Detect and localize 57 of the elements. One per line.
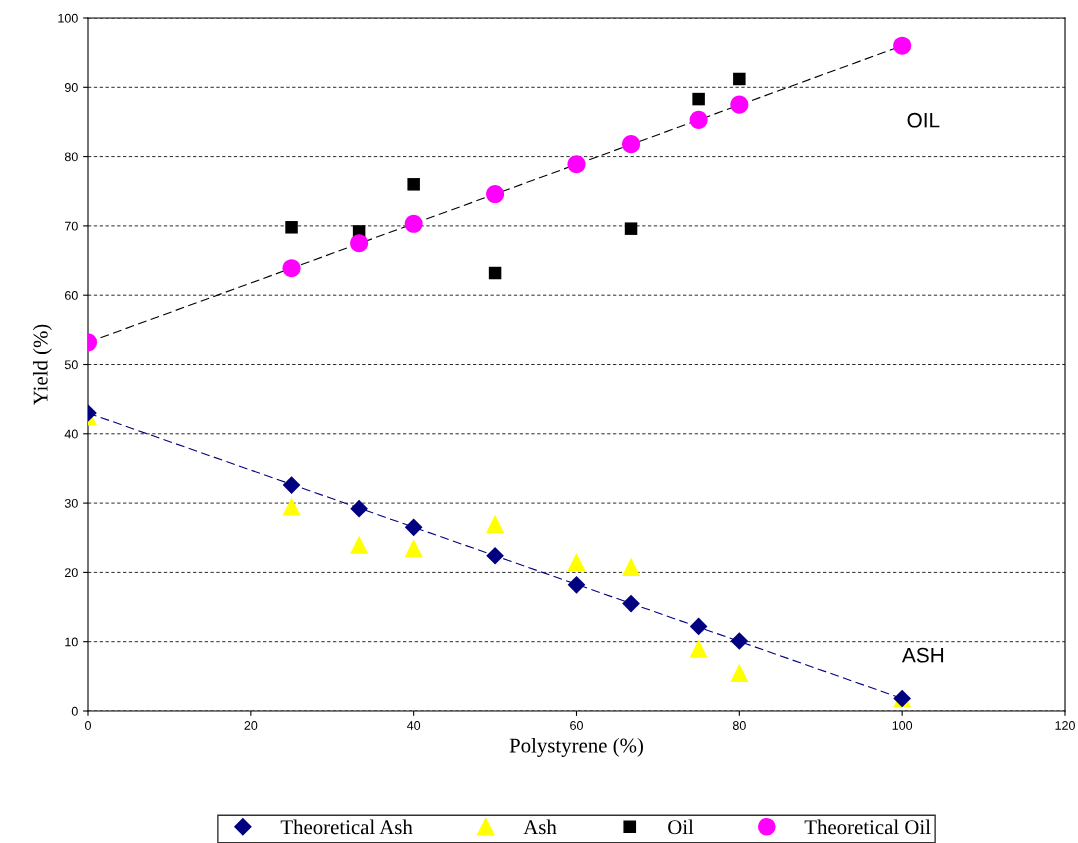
point xyxy=(692,92,705,106)
point xyxy=(733,72,746,86)
point xyxy=(624,222,638,235)
point xyxy=(689,639,708,658)
point xyxy=(567,155,586,174)
point xyxy=(404,214,423,233)
point xyxy=(282,497,301,516)
point xyxy=(567,552,586,572)
point xyxy=(350,234,369,253)
annotation: ASH xyxy=(901,647,944,663)
x-tick-label: 0 xyxy=(85,721,91,730)
point xyxy=(622,594,640,613)
point xyxy=(730,632,749,650)
point xyxy=(622,135,641,154)
point xyxy=(404,539,423,558)
point xyxy=(488,266,502,280)
legend-label: Theoretical Ash xyxy=(280,819,413,835)
point xyxy=(486,184,505,204)
point xyxy=(730,95,749,114)
y-tick-label: 100 xyxy=(58,13,78,23)
point xyxy=(486,514,505,533)
point xyxy=(893,36,912,55)
legend-label: Theoretical Oil xyxy=(804,819,931,835)
x-tick-label: 120 xyxy=(1055,721,1075,730)
x-tick-label: 60 xyxy=(570,721,583,730)
y-tick-label: 80 xyxy=(64,152,78,162)
y-tick-label: 10 xyxy=(65,637,78,647)
y-tick-label: 30 xyxy=(64,498,78,508)
point xyxy=(404,518,423,537)
y-tick-label: 90 xyxy=(64,83,78,92)
legend-label: Oil xyxy=(668,819,694,835)
x-tick-label: 100 xyxy=(892,721,913,730)
annotation: OIL xyxy=(907,112,940,128)
y-tick-label: 60 xyxy=(65,291,78,300)
point xyxy=(622,557,641,576)
x-tick-label: 40 xyxy=(407,721,421,730)
point xyxy=(407,178,420,191)
point xyxy=(730,663,749,682)
point xyxy=(350,499,368,518)
x-tick-label: 20 xyxy=(244,721,258,730)
x-axis-title: Polystyrene (%) xyxy=(509,737,643,757)
point xyxy=(689,110,708,129)
x-tick-label: 80 xyxy=(732,721,746,730)
legend-label: Ash xyxy=(523,819,557,835)
y-tick-label: 20 xyxy=(65,568,78,578)
point xyxy=(350,535,369,554)
y-tick-label: 70 xyxy=(65,221,78,231)
point xyxy=(285,221,298,234)
point xyxy=(486,546,504,565)
point xyxy=(689,617,708,636)
point xyxy=(567,576,586,594)
point xyxy=(282,259,301,278)
y-axis-title: Yield (%) xyxy=(32,324,52,406)
y-tick-label: 0 xyxy=(71,706,78,716)
point xyxy=(282,476,301,494)
y-tick-label: 40 xyxy=(64,429,78,439)
y-tick-label: 50 xyxy=(64,360,78,370)
